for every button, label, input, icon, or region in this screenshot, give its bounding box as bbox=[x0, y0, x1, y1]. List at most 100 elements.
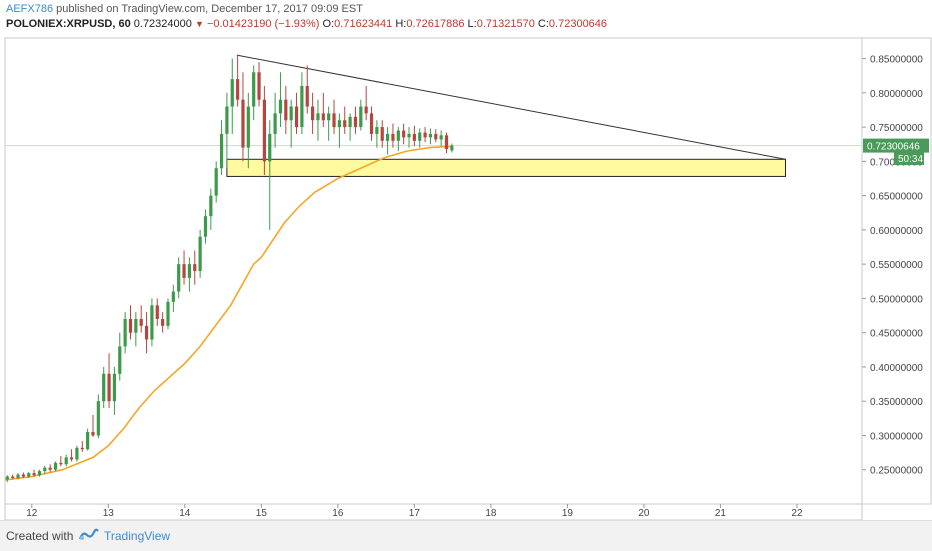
candle-body bbox=[450, 145, 454, 151]
author-link[interactable]: AEFX786 bbox=[6, 3, 54, 15]
candle-body bbox=[273, 113, 277, 134]
candle-body bbox=[252, 72, 256, 107]
publish-line: AEFX786 published on TradingView.com, De… bbox=[6, 3, 363, 15]
created-with-text: Created with bbox=[6, 529, 74, 543]
trendline[interactable] bbox=[236, 54, 786, 160]
candle-body bbox=[236, 79, 240, 100]
candle-body bbox=[289, 106, 293, 121]
candle-body bbox=[43, 467, 47, 472]
candle-body bbox=[198, 236, 202, 271]
x-tick-label: 17 bbox=[409, 508, 421, 519]
candle-body bbox=[134, 318, 138, 333]
high-value: 0.72617886 bbox=[406, 18, 465, 30]
candle-body bbox=[278, 99, 283, 114]
candle-body bbox=[64, 457, 68, 465]
candle-body bbox=[21, 474, 25, 477]
candle-body bbox=[102, 373, 106, 402]
candle-body bbox=[177, 264, 181, 292]
open-label: O: bbox=[322, 18, 335, 30]
candle-body bbox=[348, 116, 352, 128]
y-tick-label: 0.65000000 bbox=[870, 192, 923, 203]
y-tick-label: 0.30000000 bbox=[870, 431, 923, 442]
candle-body bbox=[155, 305, 159, 319]
footer: Created with TradingView bbox=[0, 520, 932, 551]
chart-header: AEFX786 published on TradingView.com, De… bbox=[0, 0, 932, 36]
candle-body bbox=[59, 462, 63, 465]
candle-body bbox=[219, 133, 224, 169]
chart-area[interactable]: 0.850000000.800000000.750000000.70000000… bbox=[0, 36, 932, 521]
candle-body bbox=[75, 447, 79, 460]
candle-body bbox=[48, 467, 52, 470]
candle-body bbox=[434, 133, 438, 140]
candle-body bbox=[214, 168, 218, 196]
y-tick-label: 0.35000000 bbox=[870, 397, 923, 408]
candle-body bbox=[268, 133, 272, 162]
y-tick-label: 0.55000000 bbox=[870, 260, 923, 271]
candle-body bbox=[396, 130, 400, 141]
candle-body bbox=[69, 457, 74, 460]
candle-body bbox=[402, 130, 406, 138]
candle-body bbox=[230, 79, 234, 107]
candle-body bbox=[150, 305, 154, 340]
time-tag-label: 50:34 bbox=[898, 154, 923, 165]
ohlc-line: POLONIEX:XRPUSD, 60 0.72324000 ▼ −0.0142… bbox=[6, 18, 607, 30]
candle-body bbox=[161, 318, 165, 326]
candle-body bbox=[182, 264, 186, 278]
price-chart[interactable]: 0.850000000.800000000.750000000.70000000… bbox=[0, 36, 932, 521]
low-value: 0.71321570 bbox=[476, 18, 535, 30]
candle-body bbox=[53, 462, 58, 470]
y-tick-label: 0.25000000 bbox=[870, 466, 923, 477]
candle-body bbox=[391, 133, 395, 141]
x-tick-label: 21 bbox=[715, 508, 727, 519]
y-tick-label: 0.40000000 bbox=[870, 363, 923, 374]
candle-body bbox=[321, 113, 325, 121]
candle-body bbox=[86, 432, 90, 450]
candle-body bbox=[364, 106, 368, 114]
x-tick-label: 18 bbox=[485, 508, 497, 519]
x-tick-label: 12 bbox=[26, 508, 38, 519]
tradingview-brand-link[interactable]: TradingView bbox=[104, 529, 171, 543]
candle-body bbox=[294, 106, 299, 128]
candle-body bbox=[369, 113, 374, 134]
candle-body bbox=[375, 127, 379, 134]
y-tick-label: 0.85000000 bbox=[870, 55, 923, 66]
candle-body bbox=[128, 318, 133, 333]
time-axis[interactable] bbox=[4, 503, 863, 521]
candle-body bbox=[262, 99, 266, 162]
candle-body bbox=[241, 99, 245, 148]
candle-body bbox=[171, 291, 175, 302]
candle-body bbox=[343, 120, 347, 128]
candle-body bbox=[311, 106, 315, 121]
x-tick-label: 20 bbox=[638, 508, 650, 519]
price-axis[interactable] bbox=[861, 37, 932, 505]
price-tag-label: 0.72300646 bbox=[867, 142, 920, 153]
x-tick-label: 14 bbox=[179, 508, 191, 519]
symbol-label: POLONIEX:XRPUSD, 60 bbox=[6, 18, 131, 30]
moving-average-line bbox=[4, 145, 453, 481]
support-zone-rect[interactable] bbox=[226, 158, 786, 177]
candle-body bbox=[316, 113, 320, 121]
published-text: published on TradingView.com, December 1… bbox=[56, 3, 363, 15]
candle-body bbox=[225, 106, 229, 134]
close-value: 0.72300646 bbox=[548, 18, 608, 30]
candle-body bbox=[353, 116, 358, 128]
candle-body bbox=[107, 373, 111, 402]
plot-frame bbox=[4, 37, 863, 505]
candle-body bbox=[337, 120, 341, 128]
candle-body bbox=[96, 401, 100, 436]
candle-body bbox=[11, 476, 15, 478]
candle-body bbox=[428, 133, 433, 138]
down-arrow-icon: ▼ bbox=[194, 19, 204, 29]
candle-body bbox=[37, 471, 42, 476]
price-tag bbox=[863, 138, 929, 153]
last-price: 0.72324000 bbox=[133, 18, 192, 30]
open-value: 0.71623441 bbox=[334, 18, 393, 30]
x-tick-label: 15 bbox=[256, 508, 268, 519]
close-label: C: bbox=[537, 18, 549, 30]
x-tick-label: 22 bbox=[791, 508, 803, 519]
candle-body bbox=[246, 106, 250, 148]
candle-body bbox=[257, 72, 261, 100]
x-tick-label: 13 bbox=[103, 508, 115, 519]
candle-body bbox=[16, 474, 20, 478]
candle-body bbox=[380, 127, 384, 141]
